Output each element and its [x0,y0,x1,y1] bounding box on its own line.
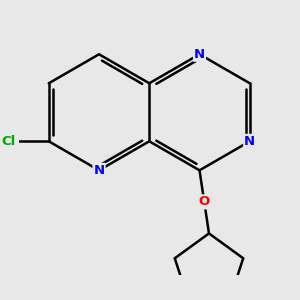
Text: N: N [94,164,105,177]
Text: N: N [194,48,205,61]
Text: N: N [244,135,255,148]
Text: Cl: Cl [1,135,15,148]
Text: O: O [199,195,210,208]
